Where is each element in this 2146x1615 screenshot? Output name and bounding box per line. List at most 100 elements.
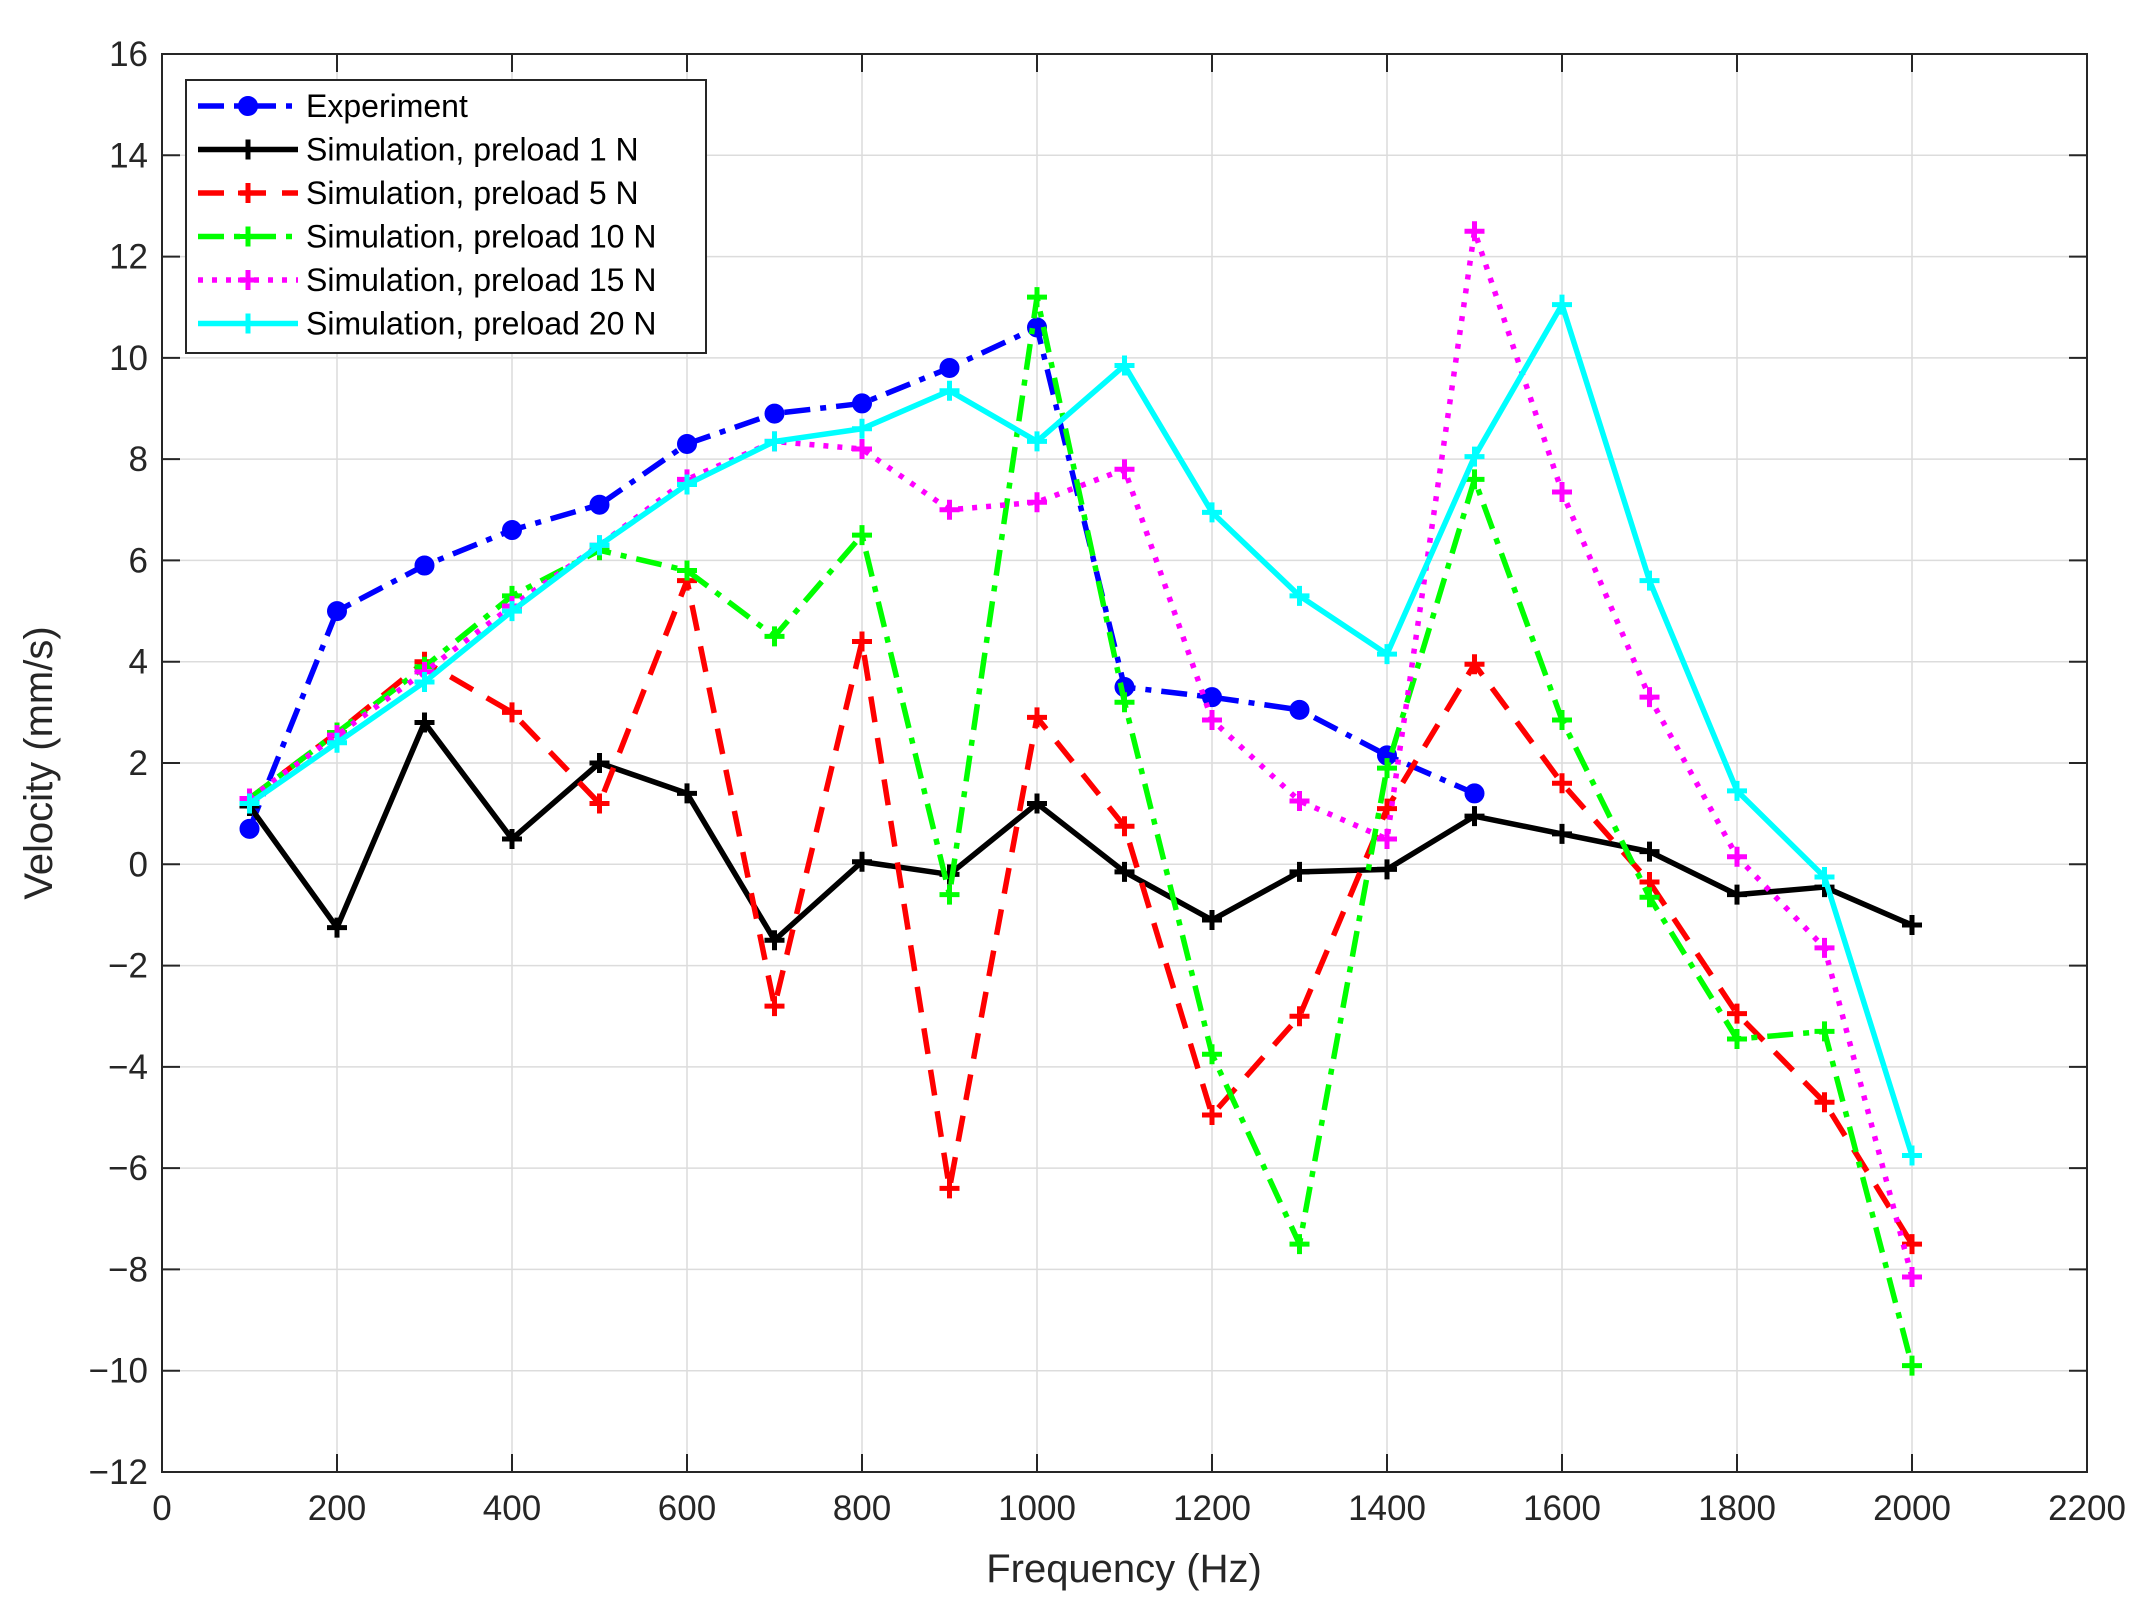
data-point [1027, 707, 1047, 728]
series-line [247, 719, 1914, 943]
data-point [1377, 859, 1397, 880]
data-point [239, 793, 260, 814]
data-point [1289, 585, 1310, 606]
data-point [502, 702, 522, 723]
series-line [247, 294, 1915, 1367]
legend-marker [238, 313, 258, 334]
axes: 0 200 400 600 800 1000 1200 1400 1600 1800 2000 220… [89, 35, 2126, 1528]
data-point [1727, 1029, 1747, 1049]
x-tick-label: 800 [833, 1489, 891, 1528]
data-point [1902, 915, 1922, 936]
data-point [1114, 459, 1135, 480]
data-point [1027, 793, 1047, 814]
y-tick-label: −12 [89, 1453, 148, 1492]
data-point [852, 851, 872, 872]
data-point [1377, 758, 1397, 779]
data-point [764, 930, 785, 951]
data-point [1552, 709, 1572, 730]
legend-marker [238, 226, 258, 247]
data-point [852, 631, 872, 652]
data-point [1814, 937, 1835, 958]
data-point [1289, 790, 1310, 811]
series-group [239, 221, 1922, 1376]
data-point [1464, 469, 1485, 490]
data-point [589, 535, 610, 556]
data-point [1552, 482, 1572, 503]
legend-entry: Simulation, preload 1 N [198, 132, 639, 168]
y-tick-label: 16 [109, 35, 148, 74]
data-point [589, 753, 610, 773]
legend-entry: Simulation, preload 10 N [198, 219, 656, 255]
y-tick-label: 14 [109, 136, 148, 175]
series-line [247, 301, 1915, 1157]
data-point [1639, 841, 1660, 862]
data-point [589, 494, 610, 515]
data-point [1114, 692, 1135, 713]
data-point [764, 431, 785, 452]
legend: Experiment Simulation, preload 1 N Simulat… [185, 79, 707, 354]
data-point [1464, 221, 1485, 242]
legend-label: Simulation, preload 1 N [306, 132, 639, 168]
legend-label: Experiment [306, 88, 468, 124]
data-point [589, 793, 610, 814]
data-point [1464, 654, 1485, 675]
legend-label: Simulation, preload 10 N [306, 219, 656, 255]
y-tick-label: 6 [129, 541, 148, 580]
x-tick-label: 1800 [1698, 1489, 1776, 1528]
legend-marker [238, 139, 258, 160]
legend-marker [238, 270, 258, 290]
y-tick-label: 12 [109, 238, 148, 277]
series-1 [239, 317, 1485, 839]
legend-label: Simulation, preload 20 N [306, 306, 656, 342]
data-point [1639, 887, 1660, 908]
data-point [764, 996, 785, 1017]
data-point [939, 357, 960, 378]
y-tick-label: 2 [129, 744, 148, 783]
data-point [939, 499, 960, 520]
data-point [1727, 884, 1747, 905]
data-point [1727, 780, 1747, 801]
data-point [1377, 798, 1397, 819]
x-tick-label: 2200 [2048, 1489, 2126, 1528]
y-tick-label: 0 [129, 845, 148, 884]
data-point [1377, 828, 1397, 849]
data-point [1114, 816, 1135, 837]
series-2 [239, 712, 1922, 951]
x-tick-label: 200 [308, 1489, 366, 1528]
data-point [1639, 570, 1660, 591]
data-point [1289, 1006, 1310, 1027]
x-tick-label: 1600 [1523, 1489, 1601, 1528]
data-point [1202, 1044, 1222, 1065]
data-point [852, 525, 872, 546]
data-point [939, 884, 960, 905]
data-point [1027, 431, 1047, 452]
legend-marker [238, 183, 258, 203]
data-point [677, 433, 697, 454]
data-point [502, 828, 522, 849]
data-point [939, 380, 960, 401]
series-6 [239, 294, 1922, 1166]
data-point [327, 732, 347, 753]
data-point [414, 555, 435, 576]
data-point [1114, 355, 1135, 376]
legend-marker [238, 96, 258, 116]
data-point [939, 1178, 960, 1199]
data-point [1464, 783, 1485, 804]
data-point [1289, 861, 1310, 882]
y-tick-label: −4 [108, 1048, 148, 1087]
x-tick-label: 1000 [998, 1489, 1076, 1528]
data-point [1902, 1145, 1922, 1166]
data-point [852, 439, 872, 460]
y-tick-label: −8 [108, 1250, 148, 1289]
data-point [1202, 709, 1222, 730]
legend-entry: Simulation, preload 20 N [198, 306, 656, 342]
data-point [1114, 861, 1135, 882]
data-point [239, 818, 260, 839]
legend-label: Simulation, preload 15 N [306, 262, 656, 298]
data-point [1639, 687, 1660, 708]
data-point [327, 917, 347, 938]
legend-entry: Simulation, preload 15 N [198, 262, 656, 298]
data-point [1027, 492, 1047, 513]
